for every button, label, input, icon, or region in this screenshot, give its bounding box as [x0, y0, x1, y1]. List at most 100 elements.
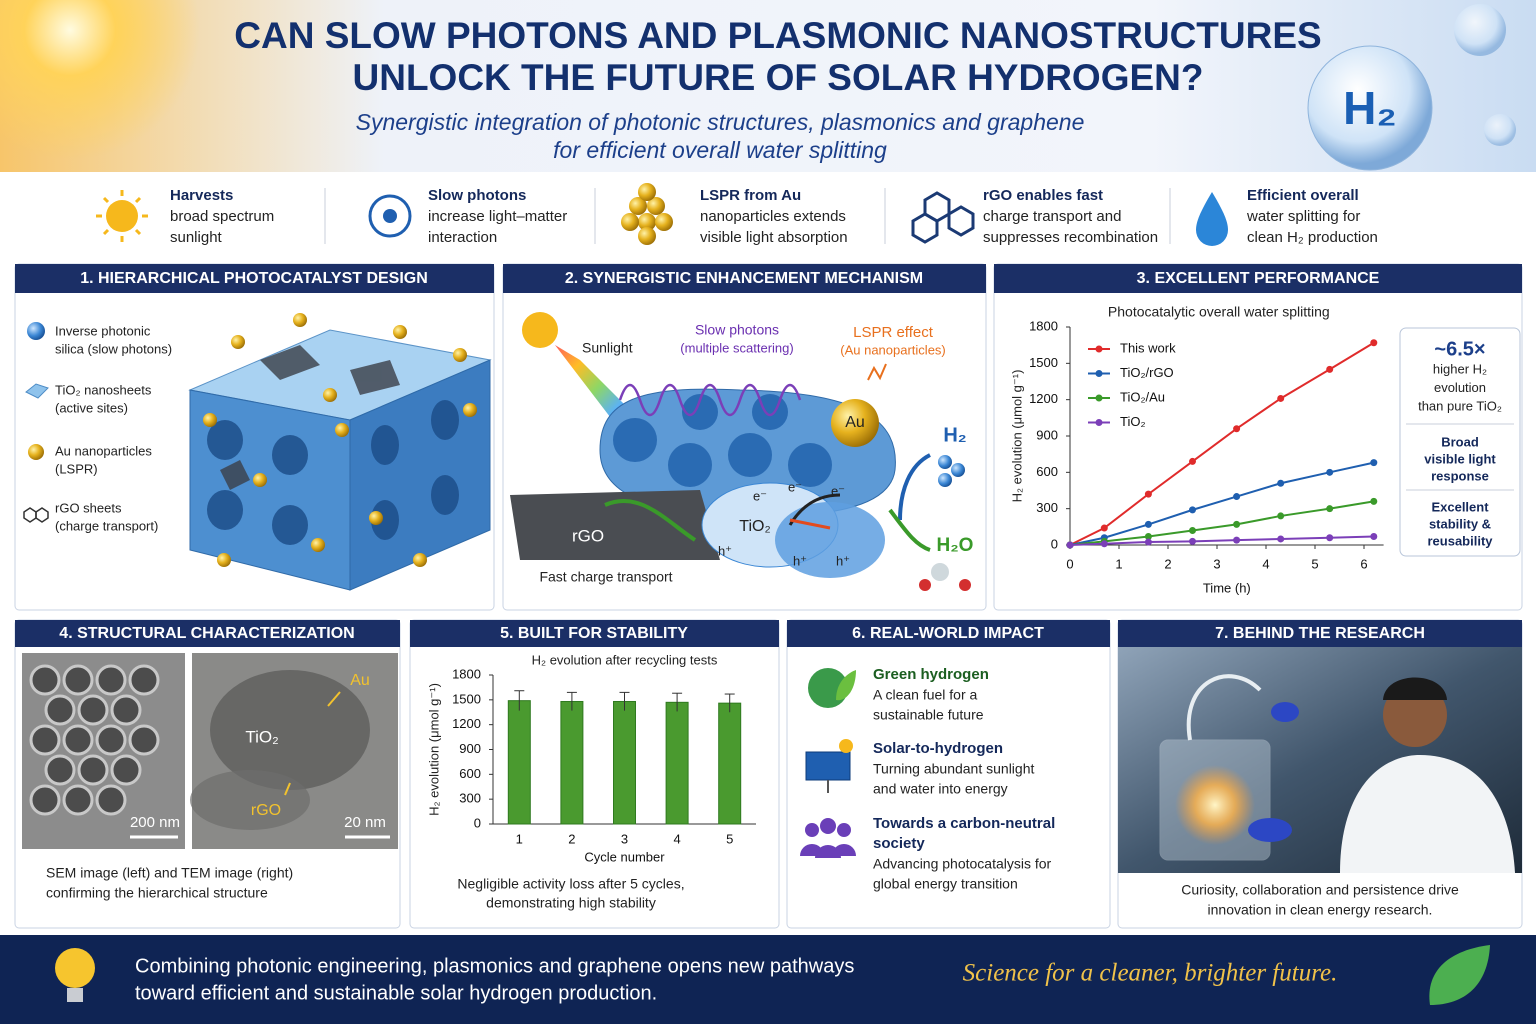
data-point: [1144, 490, 1152, 498]
scale-label: 200 nm: [130, 814, 180, 831]
legend-text: Au nanoparticles: [55, 443, 152, 458]
panel-title: 7. BEHIND THE RESEARCH: [1215, 625, 1425, 642]
impact-title: society: [873, 835, 925, 852]
h2-bubble: [1307, 45, 1433, 171]
series-line: [1069, 500, 1374, 546]
label: H₂: [943, 424, 966, 446]
legend-marker: [1095, 345, 1103, 353]
x-tick-label: 4: [1262, 556, 1269, 571]
feature-text: sunlight: [170, 229, 223, 246]
data-point: [1326, 468, 1334, 476]
label: h⁺: [793, 553, 807, 568]
legend-text: (active sites): [55, 400, 128, 415]
label: h⁺: [718, 543, 732, 558]
note: visible light: [1424, 451, 1496, 466]
legend-label: TiO₂/Au: [1120, 389, 1165, 404]
data-point: [1277, 535, 1285, 543]
y-tick-label: 0: [474, 815, 481, 830]
footer-text: Combining photonic engineering, plasmoni…: [135, 955, 854, 977]
bubble: [1454, 4, 1506, 56]
panel-title: 6. REAL-WORLD IMPACT: [852, 625, 1044, 642]
data-point: [1189, 457, 1196, 465]
y-axis-label: H₂ evolution (μmol g⁻¹): [1009, 370, 1024, 503]
x-tick-label: 2: [568, 831, 575, 846]
y-tick-label: 1200: [1029, 391, 1058, 406]
bar: [560, 700, 584, 825]
panel-title: 3. EXCELLENT PERFORMANCE: [1137, 270, 1380, 287]
x-tick-label: 1: [1115, 556, 1122, 571]
legend-marker: [1095, 370, 1103, 377]
y-tick-label: 1800: [1029, 318, 1058, 333]
label: rGO: [572, 526, 604, 545]
caption: SEM image (left) and TEM image (right): [46, 865, 293, 881]
y-tick-label: 300: [1036, 500, 1058, 515]
legend-text: silica (slow photons): [55, 341, 172, 356]
impact-text: A clean fuel for a: [873, 687, 978, 703]
impact-title: Green hydrogen: [873, 666, 989, 683]
data-point: [1233, 425, 1241, 433]
data-point: [1326, 534, 1334, 542]
label: H₂O: [937, 535, 974, 556]
feature-text: broad spectrum: [170, 208, 274, 225]
x-tick-label: 5: [1311, 556, 1318, 571]
footer-icons: [55, 945, 1490, 1005]
impact-text: and water into energy: [873, 781, 1008, 797]
feature-text: charge transport and: [983, 208, 1121, 225]
impact-title: Towards a carbon-neutral: [873, 815, 1055, 832]
legend-label: TiO₂: [1120, 414, 1146, 429]
label: e⁻: [753, 488, 767, 503]
data-point: [1370, 339, 1378, 347]
data-point: [1277, 394, 1285, 402]
label: TiO₂: [739, 518, 770, 535]
feature-title: Harvests: [170, 187, 233, 204]
legend-text: Inverse photonic: [55, 323, 151, 338]
data-point: [1326, 365, 1334, 373]
data-point: [1144, 538, 1152, 546]
highlight-text: than pure TiO₂: [1418, 398, 1502, 413]
microscopy-images: [22, 653, 398, 849]
data-point: [1277, 512, 1285, 520]
legend-label: TiO₂/rGO: [1120, 365, 1174, 380]
impact-text: sustainable future: [873, 707, 984, 723]
x-axis-label: Cycle number: [584, 849, 665, 864]
title: UNLOCK THE FUTURE OF SOLAR HYDROGEN?: [353, 57, 1204, 98]
data-point: [1189, 537, 1196, 545]
note: Excellent: [1431, 499, 1489, 514]
label: Sunlight: [582, 340, 633, 356]
label: e⁻: [788, 479, 802, 494]
y-tick-label: 1500: [452, 691, 481, 706]
data-point: [1233, 536, 1241, 544]
y-tick-label: 900: [1036, 427, 1058, 442]
bar: [507, 700, 531, 825]
panel-title: 2. SYNERGISTIC ENHANCEMENT MECHANISM: [565, 270, 923, 287]
caption: confirming the hierarchical structure: [46, 885, 268, 901]
highlight-text: higher H₂: [1433, 361, 1487, 376]
x-tick-label: 5: [726, 831, 733, 846]
stats-box: [1399, 327, 1521, 557]
impact-text: global energy transition: [873, 876, 1018, 892]
impact-title: Solar-to-hydrogen: [873, 740, 1003, 757]
label: (Au nanoparticles): [840, 342, 946, 357]
y-tick-label: 1200: [452, 716, 481, 731]
photocatalyst-illustration: [23, 313, 492, 591]
series-line: [1069, 461, 1375, 546]
subtitle: Synergistic integration of photonic stru…: [356, 109, 1085, 135]
feature-text: water splitting for: [1246, 208, 1360, 225]
label: LSPR effect: [853, 324, 934, 341]
bubble: [1484, 114, 1516, 146]
note: response: [1431, 468, 1489, 483]
y-tick-label: 900: [459, 741, 481, 756]
y-tick-label: 600: [459, 766, 481, 781]
data-point: [1066, 541, 1074, 549]
feature-text: nanoparticles extends: [700, 208, 846, 225]
mechanism-illustration: [510, 312, 971, 591]
legend-text: (LSPR): [55, 461, 98, 476]
data-point: [1233, 493, 1241, 501]
data-point: [1100, 524, 1108, 532]
feature-text: interaction: [428, 229, 497, 246]
h2-badge: H₂: [1343, 82, 1397, 134]
panel-title: 1. HIERARCHICAL PHOTOCATALYST DESIGN: [80, 270, 428, 287]
impact-text: Advancing photocatalysis for: [873, 856, 1052, 872]
data-point: [1100, 540, 1108, 548]
